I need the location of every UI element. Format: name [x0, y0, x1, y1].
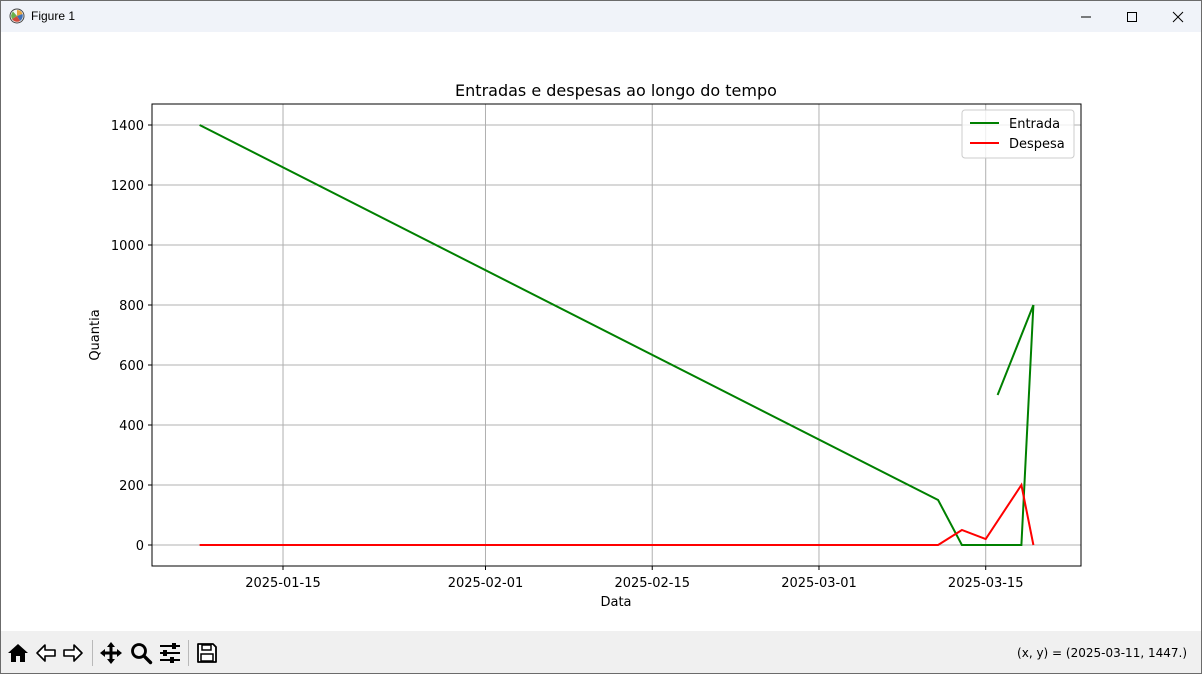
zoom-button[interactable]	[128, 640, 154, 666]
series-line-despesa	[199, 482, 1035, 546]
window-title: Figure 1	[31, 9, 76, 23]
magnifier-icon	[131, 643, 153, 665]
x-tick-label: 2025-02-01	[448, 576, 524, 591]
x-tick-label: 2025-02-15	[614, 576, 690, 591]
y-tick-label: 400	[119, 419, 144, 434]
close-icon	[1172, 11, 1184, 22]
y-tick-label: 1000	[111, 239, 144, 254]
line-chart[interactable]: Entradas e despesas ao longo do tempo 20…	[1, 32, 1201, 631]
pan-button[interactable]	[98, 640, 124, 666]
y-tick-label: 200	[119, 479, 144, 494]
maximize-icon	[1127, 11, 1137, 22]
toolbar-separator	[92, 640, 93, 666]
x-tick-label: 2025-03-15	[948, 576, 1024, 591]
matplotlib-app-icon	[9, 8, 25, 24]
back-button[interactable]	[33, 640, 59, 666]
x-tick-label: 2025-03-01	[781, 576, 857, 591]
forward-arrow-icon	[63, 644, 83, 662]
series-lines	[199, 124, 1035, 546]
toolbar-separator	[188, 640, 189, 666]
sliders-icon	[160, 643, 180, 663]
x-tick-label: 2025-01-15	[245, 576, 321, 591]
y-tick-label: 1400	[111, 119, 144, 134]
maximize-button[interactable]	[1109, 1, 1155, 32]
y-tick-label: 1200	[111, 179, 144, 194]
plot-area-frame	[151, 103, 1082, 567]
configure-subplots-button[interactable]	[157, 640, 183, 666]
floppy-disk-icon	[197, 643, 217, 663]
legend-despesa-label: Despesa	[1009, 137, 1065, 152]
series-line-entrada	[199, 124, 1035, 546]
y-tick-label: 600	[119, 359, 144, 374]
title-bar[interactable]: Figure 1	[1, 1, 1201, 32]
home-button[interactable]	[5, 640, 31, 666]
legend-entrada-label: Entrada	[1009, 117, 1060, 132]
legend: Entrada Despesa	[961, 109, 1075, 159]
back-arrow-icon	[36, 644, 56, 662]
figure-canvas[interactable]: Entradas e despesas ao longo do tempo 20…	[1, 32, 1201, 631]
minimize-button[interactable]	[1063, 1, 1109, 32]
home-icon	[8, 644, 28, 662]
y-tick-label: 800	[119, 299, 144, 314]
move-icon	[100, 642, 122, 664]
chart-title: Entradas e despesas ao longo do tempo	[455, 81, 777, 100]
grid	[152, 104, 1081, 566]
cursor-coordinates: (x, y) = (2025-03-11, 1447.)	[1017, 646, 1187, 660]
forward-button[interactable]	[60, 640, 86, 666]
y-tick-label: 0	[136, 539, 144, 554]
x-axis-label: Data	[600, 595, 631, 610]
axis-ticks: 2025-01-15 2025-02-01 2025-02-15 2025-03-01…	[111, 119, 1024, 591]
close-button[interactable]	[1155, 1, 1201, 32]
y-axis-label: Quantia	[88, 309, 103, 360]
navigation-toolbar: (x, y) = (2025-03-11, 1447.)	[1, 631, 1201, 673]
series-line-entrada	[996, 304, 1035, 396]
save-button[interactable]	[194, 640, 220, 666]
minimize-icon	[1081, 16, 1091, 17]
